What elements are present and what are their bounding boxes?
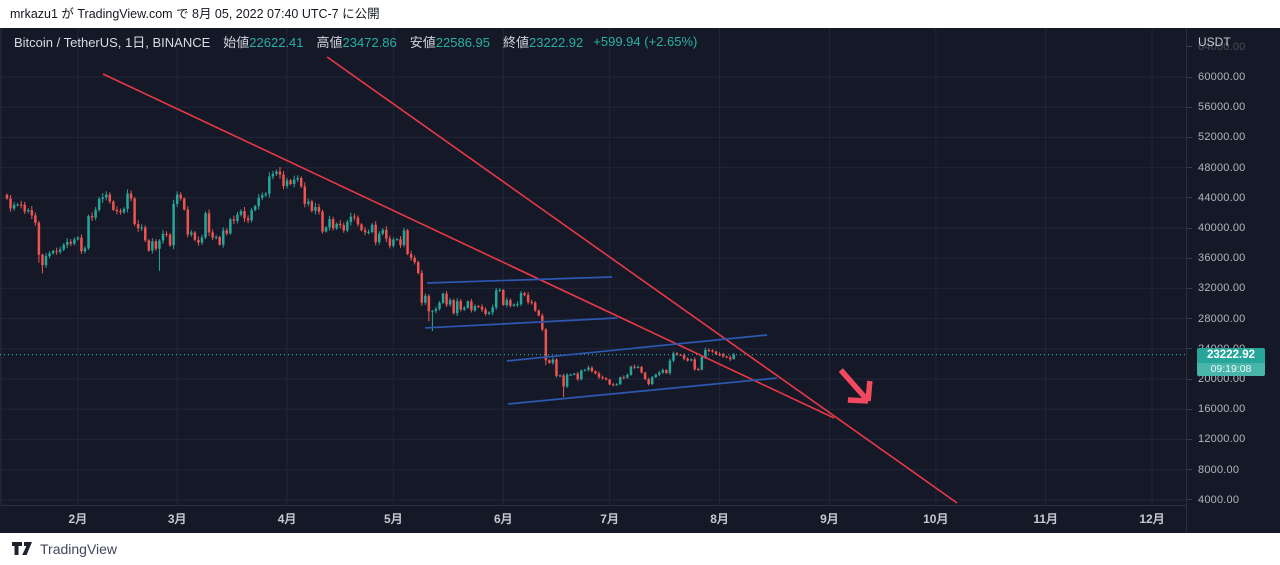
currency-label: USDT: [1198, 35, 1231, 49]
price-tick: 16000.00: [1198, 403, 1246, 416]
price-tick: 60000.00: [1198, 71, 1246, 83]
month-tick: 10月: [923, 512, 949, 526]
price-tick: 48000.00: [1198, 161, 1246, 174]
price-tick: 8000.00: [1198, 463, 1240, 476]
brand-banner: TradingView: [0, 533, 1280, 565]
last-price-value: 23222.92: [1207, 348, 1255, 361]
month-tick: 2月: [68, 512, 88, 526]
price-tick: 64000.00: [1198, 40, 1246, 53]
month-tick: 12月: [1139, 512, 1165, 526]
month-tick: 4月: [277, 512, 297, 526]
brand-text[interactable]: TradingView: [40, 541, 118, 557]
legend-close: 終値23222.92: [503, 34, 584, 50]
price-tick: 44000.00: [1198, 191, 1246, 204]
price-tick: 36000.00: [1198, 252, 1246, 265]
month-tick: 8月: [710, 512, 729, 526]
legend-high: 高値23472.86: [316, 34, 397, 50]
price-tick: 28000.00: [1198, 312, 1246, 325]
tradingview-logo-icon[interactable]: [11, 541, 33, 557]
symbol-title[interactable]: Bitcoin / TetherUS, 1日, BINANCE: [14, 34, 211, 50]
month-tick: 5月: [384, 512, 403, 526]
price-tick: 32000.00: [1198, 282, 1246, 295]
month-tick: 3月: [167, 512, 187, 526]
price-tick: 20000.00: [1198, 373, 1246, 385]
month-tick: 6月: [493, 512, 513, 526]
month-tick: 7月: [600, 512, 619, 526]
legend-low: 安値22586.95: [409, 34, 491, 50]
publish-text: mrkazu1 が TradingView.com で 8月 05, 2022 …: [10, 7, 380, 21]
time-axis[interactable]: 2月 3月 4月 5月 6月 7月 8月 9月 10月 11月 12月: [0, 505, 1186, 533]
price-tick: 4000.00: [1198, 493, 1240, 506]
last-price-badge: 23222.92 09:19:08: [1197, 347, 1265, 376]
legend-change: +599.94 (+2.65%): [593, 33, 698, 49]
price-axis[interactable]: USDT 23222.92 09:19:08 64000.00 60000.00 5…: [1186, 28, 1280, 533]
month-tick: 9月: [820, 512, 839, 526]
price-tick: 40000.00: [1198, 222, 1246, 234]
chart-legend: Bitcoin / TetherUS, 1日, BINANCE 始値22622.…: [0, 28, 697, 54]
candlestick-chart[interactable]: [0, 28, 1186, 505]
publish-banner: mrkazu1 が TradingView.com で 8月 05, 2022 …: [0, 0, 1280, 28]
price-tick: 52000.00: [1198, 131, 1246, 144]
month-tick: 11月: [1033, 512, 1059, 526]
price-tick: 56000.00: [1198, 101, 1246, 114]
legend-open: 始値22622.41: [223, 34, 304, 50]
price-tick: 12000.00: [1198, 433, 1246, 446]
bar-countdown: 09:19:08: [1197, 362, 1265, 376]
